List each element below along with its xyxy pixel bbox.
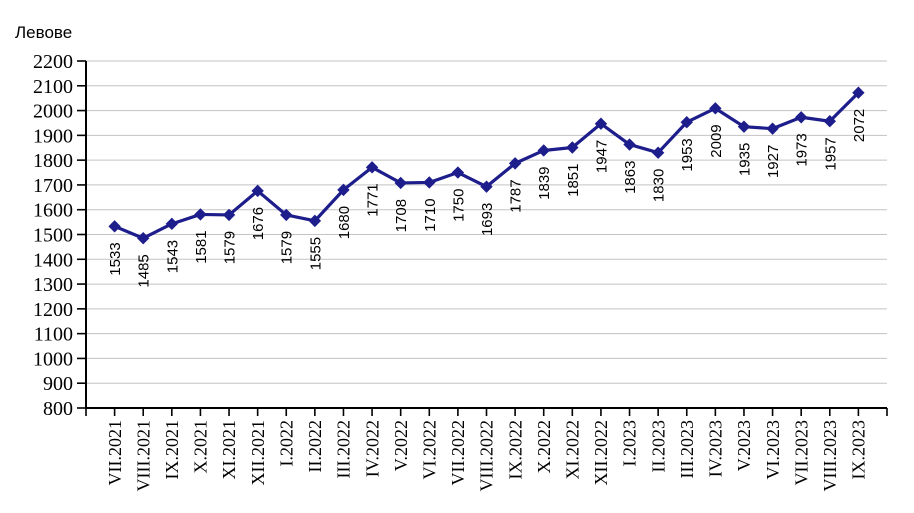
y-tick-label: 1000	[33, 348, 73, 370]
y-tick-label: 1100	[34, 324, 73, 346]
data-point-label: 1579	[279, 231, 296, 264]
data-point-marker	[680, 116, 693, 129]
x-tick-label: VII.2021	[105, 420, 125, 486]
y-tick-label: 900	[43, 373, 73, 395]
x-tick-label: III.2023	[677, 420, 697, 478]
data-point-label: 1787	[508, 179, 525, 212]
chart-units-title: Левове	[15, 23, 73, 42]
data-point-marker	[566, 141, 579, 154]
data-point-label: 1851	[565, 164, 582, 197]
x-tick-label: V.2023	[734, 420, 754, 471]
data-point-label: 1710	[422, 198, 439, 231]
x-tick-label: IX.2023	[849, 420, 869, 480]
data-point-marker	[423, 176, 436, 189]
x-tick-label: V.2022	[391, 420, 411, 471]
y-tick-label: 1700	[33, 175, 73, 197]
x-tick-label: I.2023	[620, 420, 640, 467]
x-tick-label: I.2022	[276, 420, 296, 467]
data-point-marker	[251, 184, 264, 198]
y-tick-label: 800	[43, 398, 73, 420]
data-point-label: 1953	[679, 138, 696, 171]
y-tick-label: 1900	[33, 125, 73, 147]
y-tick-label: 1600	[33, 200, 73, 222]
data-point-marker	[537, 144, 550, 157]
data-point-label: 1708	[393, 199, 410, 232]
x-tick-label: VII.2022	[448, 420, 468, 486]
x-tick-label: X.2021	[191, 420, 211, 474]
x-tick-label: IV.2023	[706, 420, 726, 477]
data-point-marker	[222, 208, 236, 222]
data-point-marker	[194, 208, 207, 221]
data-point-marker	[852, 86, 865, 99]
data-point-marker	[480, 180, 493, 193]
x-tick-label: XII.2021	[248, 420, 268, 486]
y-tick-label: 2000	[33, 101, 73, 123]
data-point-label: 1680	[336, 206, 353, 239]
x-tick-label: XI.2021	[219, 420, 239, 480]
data-point-marker	[823, 115, 836, 128]
x-tick-label: VII.2023	[791, 420, 811, 486]
x-tick-label: IV.2022	[362, 420, 382, 477]
data-point-marker	[137, 232, 150, 245]
data-point-marker	[594, 117, 608, 130]
data-point-label: 1533	[107, 242, 124, 275]
y-tick-label: 2100	[33, 76, 73, 98]
data-point-label: 1485	[136, 254, 153, 287]
data-point-label: 1555	[307, 237, 324, 270]
data-point-marker	[623, 138, 636, 151]
data-point-label: 1750	[450, 189, 467, 222]
x-tick-label: X.2022	[534, 420, 554, 474]
data-point-label: 1935	[736, 143, 753, 176]
y-tick-label: 1400	[33, 249, 73, 271]
data-point-marker	[709, 102, 722, 115]
y-tick-label: 1200	[33, 299, 73, 321]
data-point-label: 1543	[164, 240, 181, 273]
data-point-label: 1863	[622, 161, 639, 194]
data-point-label: 1676	[250, 207, 267, 240]
y-tick-label: 1800	[33, 150, 73, 172]
data-point-marker	[451, 166, 465, 179]
x-tick-label: III.2022	[334, 420, 354, 478]
data-point-label: 1957	[822, 137, 839, 170]
y-tick-label: 2200	[33, 51, 73, 73]
data-point-label: 1947	[593, 140, 610, 173]
data-point-marker	[651, 146, 665, 159]
data-point-label: 1839	[536, 166, 553, 199]
data-point-label: 1581	[193, 230, 210, 263]
x-tick-label: II.2023	[648, 420, 668, 473]
data-point-marker	[766, 122, 779, 135]
data-point-label: 2009	[708, 124, 725, 157]
x-tick-label: IX.2022	[505, 420, 525, 480]
data-point-marker	[165, 217, 179, 231]
data-point-label: 2072	[851, 109, 868, 142]
x-tick-label: XII.2022	[591, 420, 611, 486]
x-tick-label: VIII.2022	[477, 420, 497, 491]
x-tick-label: VIII.2021	[133, 420, 153, 491]
data-point-marker	[365, 161, 379, 174]
data-point-label: 1771	[365, 183, 382, 216]
x-tick-label: II.2022	[305, 420, 325, 473]
x-tick-label: VI.2022	[419, 420, 439, 480]
data-point-label: 1830	[651, 169, 668, 202]
data-point-marker	[508, 157, 522, 170]
x-tick-label: VI.2023	[763, 420, 783, 480]
data-point-label: 1693	[479, 203, 496, 236]
data-point-marker	[280, 208, 293, 222]
data-point-marker	[394, 176, 407, 190]
data-point-marker	[108, 220, 121, 233]
data-point-marker	[337, 183, 350, 197]
data-point-label: 1579	[222, 231, 239, 264]
data-point-label: 1927	[765, 145, 782, 178]
x-tick-label: VIII.2023	[820, 420, 840, 491]
data-point-marker	[308, 214, 322, 228]
y-tick-label: 1500	[33, 225, 73, 247]
data-point-marker	[737, 120, 751, 133]
x-tick-label: XI.2022	[563, 420, 583, 480]
data-point-label: 1973	[794, 133, 811, 166]
y-tick-label: 1300	[33, 274, 73, 296]
data-point-marker	[794, 111, 808, 124]
x-tick-label: IX.2021	[162, 420, 182, 480]
